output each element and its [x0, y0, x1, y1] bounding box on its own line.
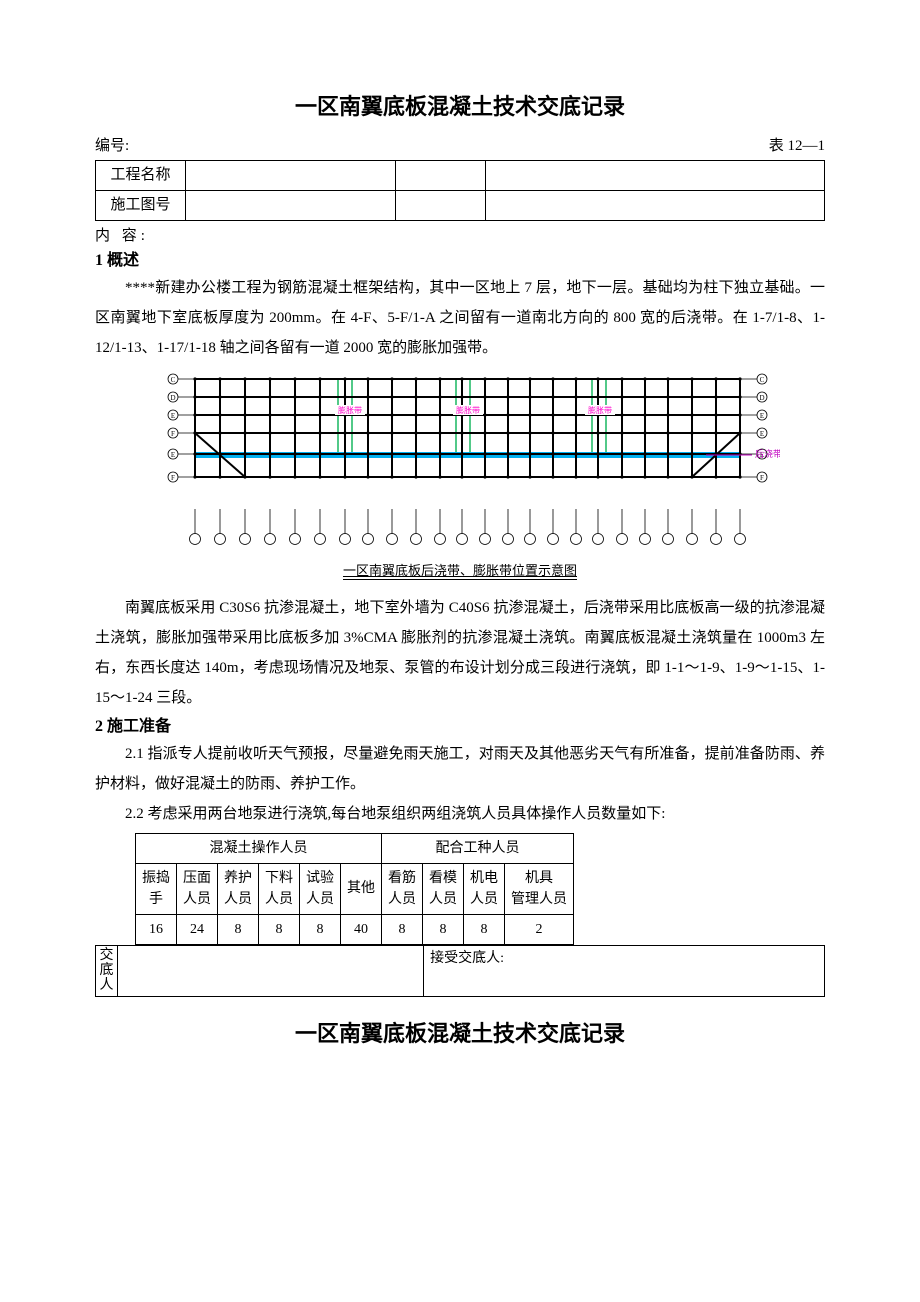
- personnel-col: 机电人员: [464, 863, 505, 914]
- personnel-val: 16: [136, 914, 177, 944]
- svg-text:D: D: [759, 394, 764, 402]
- svg-text:膨胀带: 膨胀带: [456, 405, 480, 415]
- svg-text:后浇带: 后浇带: [755, 448, 780, 459]
- svg-text:E: E: [760, 430, 764, 438]
- personnel-col: 其他: [341, 863, 382, 914]
- personnel-col: 机具管理人员: [505, 863, 574, 914]
- personnel-col: 试验人员: [300, 863, 341, 914]
- meta-r1-label: 工程名称: [96, 160, 186, 190]
- para1: ****新建办公楼工程为钢筋混凝土框架结构，其中一区地上 7 层，地下一层。基础…: [95, 273, 825, 363]
- svg-text:F: F: [171, 474, 175, 482]
- personnel-col: 看筋人员: [382, 863, 423, 914]
- page-title-2: 一区南翼底板混凝土技术交底记录: [95, 1017, 825, 1050]
- meta-r1-v2a: [396, 160, 486, 190]
- meta-r2-v2: [486, 190, 825, 220]
- header-right: 表 12—1: [769, 135, 825, 158]
- personnel-val: 2: [505, 914, 574, 944]
- personnel-group2: 配合工种人员: [382, 833, 574, 863]
- meta-r2-v2a: [396, 190, 486, 220]
- para3: 2.1 指派专人提前收听天气预报，尽量避免雨天施工，对雨天及其他恶劣天气有所准备…: [95, 739, 825, 799]
- personnel-col: 压面人员: [177, 863, 218, 914]
- diagram-caption: 一区南翼底板后浇带、膨胀带位置示意图: [95, 561, 825, 581]
- header-row: 编号: 表 12—1: [95, 135, 825, 158]
- svg-text:膨胀带: 膨胀带: [338, 405, 362, 415]
- svg-text:C: C: [760, 376, 765, 384]
- diagram-wrap: CCDDEEFEEEFF膨胀带膨胀带膨胀带后浇带: [95, 369, 825, 559]
- page-title: 一区南翼底板混凝土技术交底记录: [95, 90, 825, 123]
- personnel-col: 看模人员: [423, 863, 464, 914]
- svg-text:F: F: [760, 474, 764, 482]
- meta-table: 工程名称 施工图号: [95, 160, 825, 221]
- footer-left-val: [118, 945, 424, 996]
- meta-r1-v1: [186, 160, 396, 190]
- svg-text:C: C: [171, 376, 176, 384]
- personnel-col: 下料人员: [259, 863, 300, 914]
- svg-text:F: F: [171, 430, 175, 438]
- meta-r1-v2: [486, 160, 825, 190]
- svg-text:D: D: [170, 394, 175, 402]
- meta-r2-label: 施工图号: [96, 190, 186, 220]
- personnel-val: 40: [341, 914, 382, 944]
- personnel-val: 8: [382, 914, 423, 944]
- section1-title: 1 概述: [95, 249, 825, 273]
- content-label: 内 容:: [95, 225, 825, 248]
- svg-text:E: E: [760, 412, 764, 420]
- personnel-val: 8: [423, 914, 464, 944]
- personnel-col: 养护人员: [218, 863, 259, 914]
- section2-title: 2 施工准备: [95, 715, 825, 739]
- personnel-group1: 混凝土操作人员: [136, 833, 382, 863]
- footer-table: 交底人 接受交底人:: [95, 945, 825, 997]
- personnel-col: 振捣手: [136, 863, 177, 914]
- floorplan-diagram: CCDDEEFEEEFF膨胀带膨胀带膨胀带后浇带: [140, 369, 780, 559]
- meta-r2-v1: [186, 190, 396, 220]
- footer-left-label: 交底人: [96, 945, 118, 996]
- header-left: 编号:: [95, 135, 129, 158]
- personnel-val: 24: [177, 914, 218, 944]
- personnel-table: 混凝土操作人员 配合工种人员 振捣手压面人员养护人员下料人员试验人员其他看筋人员…: [135, 833, 574, 945]
- personnel-val: 8: [218, 914, 259, 944]
- footer-right: 接受交底人:: [424, 945, 825, 996]
- personnel-val: 8: [300, 914, 341, 944]
- personnel-val: 8: [464, 914, 505, 944]
- svg-text:膨胀带: 膨胀带: [588, 405, 612, 415]
- para4: 2.2 考虑采用两台地泵进行浇筑,每台地泵组织两组浇筑人员具体操作人员数量如下:: [95, 799, 825, 829]
- para2: 南翼底板采用 C30S6 抗渗混凝土，地下室外墙为 C40S6 抗渗混凝土，后浇…: [95, 593, 825, 713]
- personnel-val: 8: [259, 914, 300, 944]
- svg-text:E: E: [171, 412, 175, 420]
- svg-text:E: E: [171, 451, 175, 459]
